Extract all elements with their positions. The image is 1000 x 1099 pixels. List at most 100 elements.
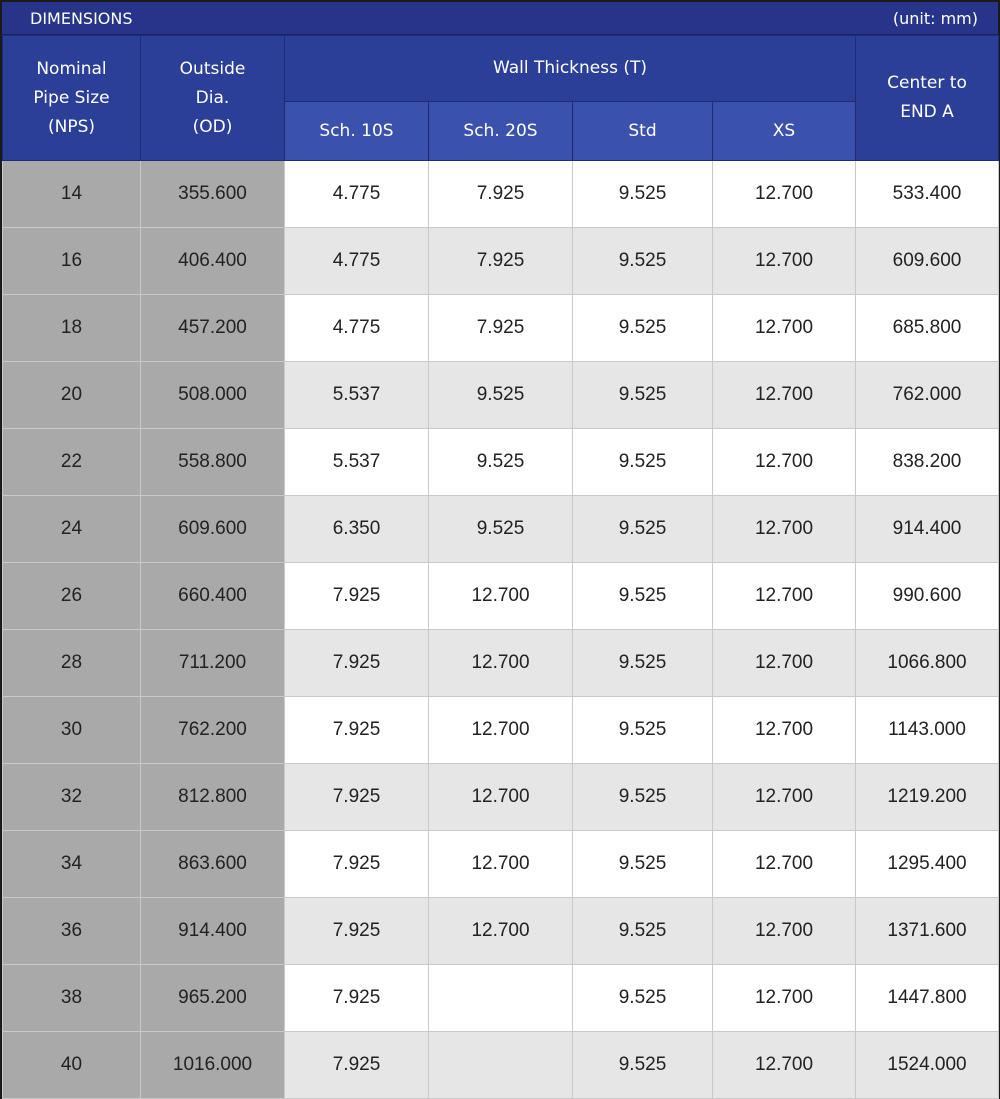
cell-nps: 26 — [2, 562, 141, 630]
header-sch20s: Sch. 20S — [428, 101, 573, 161]
cell-std: 9.525 — [572, 1031, 713, 1099]
cell-sch10s: 4.775 — [284, 294, 429, 362]
title-bar: DIMENSIONS (unit: mm) — [2, 2, 998, 35]
cell-nps: 34 — [2, 830, 141, 898]
cell-center-to-end: 762.000 — [855, 361, 999, 429]
table-body: 14 355.600 4.775 7.925 9.525 12.700 533.400 16 4… — [2, 160, 999, 1099]
cell-nps: 30 — [2, 696, 141, 764]
cell-sch20s: 12.700 — [428, 629, 573, 697]
cell-od: 965.200 — [140, 964, 285, 1032]
cell-center-to-end: 990.600 — [855, 562, 999, 630]
cell-sch20s: 12.700 — [428, 562, 573, 630]
cell-sch20s: 12.700 — [428, 897, 573, 965]
cell-nps: 20 — [2, 361, 141, 429]
cell-xs: 12.700 — [712, 830, 856, 898]
table-row: 36 914.400 7.925 12.700 9.525 12.700 1371.600 — [2, 897, 999, 965]
header-std: Std — [572, 101, 713, 161]
table-row: 20 508.000 5.537 9.525 9.525 12.700 762.000 — [2, 361, 999, 429]
table-row: 14 355.600 4.775 7.925 9.525 12.700 533.400 — [2, 160, 999, 228]
cell-sch20s: 9.525 — [428, 428, 573, 496]
cell-od: 406.400 — [140, 227, 285, 295]
unit-label: (unit: mm) — [892, 8, 978, 28]
table-row: 28 711.200 7.925 12.700 9.525 12.700 1066.800 — [2, 629, 999, 697]
cell-od: 914.400 — [140, 897, 285, 965]
header-wall-thickness: Wall Thickness (T) — [284, 35, 856, 102]
cell-center-to-end: 1371.600 — [855, 897, 999, 965]
cell-sch10s: 7.925 — [284, 562, 429, 630]
cell-sch10s: 6.350 — [284, 495, 429, 563]
cell-sch10s: 7.925 — [284, 763, 429, 831]
cell-std: 9.525 — [572, 428, 713, 496]
cell-xs: 12.700 — [712, 428, 856, 496]
cell-sch10s: 7.925 — [284, 830, 429, 898]
cell-std: 9.525 — [572, 830, 713, 898]
cell-xs: 12.700 — [712, 897, 856, 965]
cell-od: 355.600 — [140, 160, 285, 228]
cell-std: 9.525 — [572, 964, 713, 1032]
cell-center-to-end: 1066.800 — [855, 629, 999, 697]
cell-sch20s: 12.700 — [428, 696, 573, 764]
cell-nps: 16 — [2, 227, 141, 295]
table-title: DIMENSIONS — [30, 8, 133, 28]
header-nps: Nominal Pipe Size (NPS) — [2, 35, 141, 161]
cell-sch20s: 7.925 — [428, 160, 573, 228]
cell-sch10s: 5.537 — [284, 361, 429, 429]
cell-nps: 14 — [2, 160, 141, 228]
cell-od: 1016.000 — [140, 1031, 285, 1099]
cell-sch10s: 7.925 — [284, 897, 429, 965]
cell-sch20s: 7.925 — [428, 294, 573, 362]
cell-nps: 18 — [2, 294, 141, 362]
header-od: Outside Dia. (OD) — [140, 35, 285, 161]
table-row: 32 812.800 7.925 12.700 9.525 12.700 1219.200 — [2, 763, 999, 831]
cell-od: 660.400 — [140, 562, 285, 630]
cell-std: 9.525 — [572, 629, 713, 697]
table-row: 30 762.200 7.925 12.700 9.525 12.700 1143.000 — [2, 696, 999, 764]
cell-center-to-end: 914.400 — [855, 495, 999, 563]
table-row: 24 609.600 6.350 9.525 9.525 12.700 914.400 — [2, 495, 999, 563]
cell-od: 457.200 — [140, 294, 285, 362]
cell-sch10s: 7.925 — [284, 1031, 429, 1099]
cell-center-to-end: 1143.000 — [855, 696, 999, 764]
cell-xs: 12.700 — [712, 696, 856, 764]
cell-od: 812.800 — [140, 763, 285, 831]
cell-sch10s: 7.925 — [284, 696, 429, 764]
cell-xs: 12.700 — [712, 763, 856, 831]
table-row: 40 1016.000 7.925 9.525 12.700 1524.000 — [2, 1031, 999, 1099]
cell-nps: 32 — [2, 763, 141, 831]
cell-od: 863.600 — [140, 830, 285, 898]
cell-od: 711.200 — [140, 629, 285, 697]
cell-sch10s: 7.925 — [284, 964, 429, 1032]
cell-nps: 24 — [2, 495, 141, 563]
cell-od: 508.000 — [140, 361, 285, 429]
cell-nps: 36 — [2, 897, 141, 965]
cell-nps: 40 — [2, 1031, 141, 1099]
cell-std: 9.525 — [572, 227, 713, 295]
cell-sch20s: 9.525 — [428, 495, 573, 563]
table-row: 16 406.400 4.775 7.925 9.525 12.700 609.600 — [2, 227, 999, 295]
header-center-to-end: Center to END A — [855, 35, 999, 161]
cell-center-to-end: 1295.400 — [855, 830, 999, 898]
cell-xs: 12.700 — [712, 562, 856, 630]
header-sch10s: Sch. 10S — [284, 101, 429, 161]
cell-center-to-end: 1447.800 — [855, 964, 999, 1032]
table-row: 18 457.200 4.775 7.925 9.525 12.700 685.800 — [2, 294, 999, 362]
cell-std: 9.525 — [572, 160, 713, 228]
cell-sch20s — [428, 964, 573, 1032]
cell-sch20s: 9.525 — [428, 361, 573, 429]
table-row: 34 863.600 7.925 12.700 9.525 12.700 1295.400 — [2, 830, 999, 898]
cell-od: 609.600 — [140, 495, 285, 563]
cell-std: 9.525 — [572, 294, 713, 362]
cell-xs: 12.700 — [712, 361, 856, 429]
cell-od: 762.200 — [140, 696, 285, 764]
cell-sch10s: 4.775 — [284, 227, 429, 295]
cell-sch10s: 5.537 — [284, 428, 429, 496]
cell-nps: 38 — [2, 964, 141, 1032]
cell-xs: 12.700 — [712, 964, 856, 1032]
cell-sch20s: 7.925 — [428, 227, 573, 295]
cell-od: 558.800 — [140, 428, 285, 496]
cell-sch20s: 12.700 — [428, 763, 573, 831]
cell-sch20s — [428, 1031, 573, 1099]
cell-center-to-end: 685.800 — [855, 294, 999, 362]
dimensions-table: Nominal Pipe Size (NPS) Outside Dia. (OD… — [2, 35, 999, 1099]
